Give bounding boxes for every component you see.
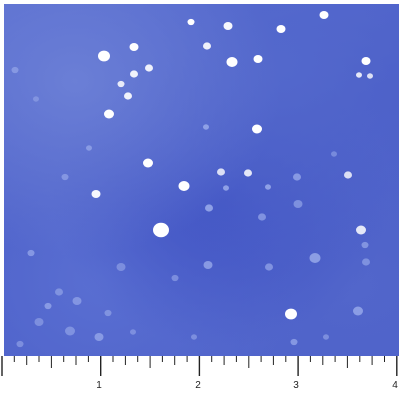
white-dot [187, 18, 195, 26]
white-dot [309, 253, 321, 263]
white-dot [223, 185, 229, 191]
ruler-ticks [1, 356, 398, 376]
white-dot [244, 169, 252, 177]
white-dot [55, 288, 63, 296]
white-dot [178, 181, 190, 191]
white-dot [191, 334, 197, 340]
white-dot [94, 332, 104, 342]
white-dot [323, 334, 329, 340]
white-dot [11, 66, 19, 74]
white-dot [203, 42, 211, 50]
ruler-label-1: 1 [96, 380, 102, 391]
white-dot [116, 262, 126, 272]
white-dot [61, 173, 69, 181]
white-dot [285, 308, 297, 320]
white-dot [130, 70, 138, 78]
white-dot [44, 302, 52, 310]
white-dot [223, 21, 233, 31]
white-dot [367, 73, 373, 79]
white-dot [265, 184, 271, 190]
white-dot [252, 124, 262, 134]
white-dot [319, 10, 329, 20]
white-dot [153, 222, 169, 238]
white-dot [104, 109, 114, 119]
white-dot [143, 158, 153, 168]
white-dot [265, 263, 273, 271]
white-dot [344, 171, 352, 179]
white-dot [117, 80, 125, 88]
white-dot [331, 151, 337, 157]
white-dot [171, 274, 179, 282]
white-dot [33, 96, 39, 102]
white-dot [226, 57, 238, 67]
white-dot [217, 168, 225, 176]
white-dot [98, 50, 110, 62]
fabric-swatch [4, 4, 399, 356]
white-dot [145, 64, 153, 72]
white-dot [203, 124, 209, 130]
white-dot [293, 173, 301, 181]
white-dot [356, 72, 362, 78]
white-dot [290, 338, 298, 346]
white-dot [124, 92, 132, 100]
white-dot [362, 258, 370, 266]
white-dot [130, 329, 136, 335]
white-dot [104, 309, 112, 317]
ruler-label-2: 2 [195, 380, 201, 391]
white-dot [65, 326, 75, 336]
white-dot [91, 189, 101, 199]
white-dot [16, 340, 24, 348]
white-dot [129, 42, 139, 52]
white-dot [361, 241, 369, 249]
white-dot [205, 204, 213, 212]
white-dot [353, 306, 363, 316]
ruler-label-3: 3 [293, 380, 299, 391]
white-dot [27, 249, 35, 257]
white-dot [203, 260, 213, 270]
white-dot [361, 56, 371, 66]
white-dot [258, 213, 266, 221]
ruler-label-4: 4 [392, 380, 398, 391]
white-dot [356, 225, 366, 235]
measurement-ruler: 1 2 3 4 [0, 356, 403, 405]
white-dot [253, 54, 263, 64]
white-dot [276, 24, 286, 34]
white-dot [86, 145, 92, 151]
white-dot [34, 317, 44, 327]
dot-pattern [11, 10, 373, 348]
white-dot [72, 296, 82, 306]
white-dot [293, 199, 303, 209]
